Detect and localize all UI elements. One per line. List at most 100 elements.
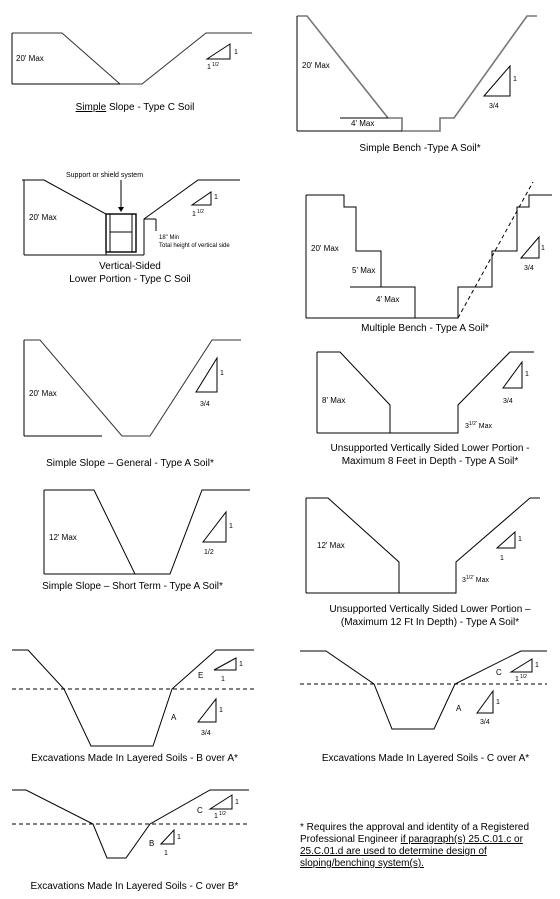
caption-simple-slope-c: Simple Slope - Type C Soil xyxy=(50,101,220,114)
run-top-label: 1 xyxy=(515,676,519,683)
run-label: 3/4 xyxy=(524,265,534,272)
trench-profile-right xyxy=(143,179,240,255)
caption-multiple-bench-a: Multiple Bench - Type A Soil* xyxy=(361,323,489,334)
vertical-label: 31/2' Max xyxy=(462,575,489,584)
depth-label: 20' Max xyxy=(16,54,44,63)
caption-vertical-sided-c: Vertical-Sided Lower Portion - Type C Soi… xyxy=(40,260,220,286)
slope-ratio-triangle xyxy=(201,510,227,543)
diagram-simple-bench-a: 20' Max 4' Max 1 3/4 xyxy=(296,15,537,132)
rise-label: 1 xyxy=(234,49,238,56)
vertical-label: 31/2' Max xyxy=(465,421,492,430)
layer-top-label: C xyxy=(197,806,203,815)
caption-line-2: Maximum 8 Feet in Depth - Type A Soil* xyxy=(341,456,519,467)
run-top-sup-label: 1/2 xyxy=(219,811,226,817)
trench-profile xyxy=(24,339,241,437)
run-label: 1/2 xyxy=(204,549,214,556)
layer-bottom-label: A xyxy=(171,713,177,722)
caption-line-2: (Maximum 12 Ft In Depth) - Type A Soil* xyxy=(340,617,520,628)
rise-bottom-label: 1 xyxy=(177,834,181,841)
trench-profile xyxy=(300,650,547,730)
depth-label: 20' Max xyxy=(29,213,57,222)
trench-profile xyxy=(12,32,252,85)
rise-top-label: 1 xyxy=(535,662,539,669)
trench-profile xyxy=(12,649,254,747)
diagram-unsupported-8ft-a: 8' Max 31/2' Max 1 3/4 xyxy=(316,351,534,434)
diagram-layered-c-over-a: C 1 1 1/2 A 1 3/4 xyxy=(300,650,547,730)
run-label: 1 xyxy=(500,555,504,562)
step-label: 5' Max xyxy=(352,266,375,275)
slope-ratio-triangle xyxy=(482,64,511,97)
run-bottom-label: 1 xyxy=(164,850,168,857)
depth-label: 12' Max xyxy=(49,533,77,542)
slope-guide-dashed xyxy=(457,181,534,319)
diagram-layered-c-over-b: C 1 1 1/2 B 1 1 xyxy=(12,789,249,859)
run-label: 3/4 xyxy=(489,103,499,110)
rise-label: 1 xyxy=(525,371,529,378)
shield-system-box xyxy=(105,213,137,253)
trench-profile xyxy=(297,15,537,132)
caption-line-1: Unsupported Vertically Sided Lower Porti… xyxy=(329,604,531,615)
rise-label: 1 xyxy=(518,536,522,543)
diagram-multiple-bench-a: 20' Max 5' Max 4' Max 1 3/4 xyxy=(305,181,552,319)
run-label: 1 xyxy=(192,211,196,218)
bench-label: 4' Max xyxy=(351,119,374,128)
rise-label: 1 xyxy=(214,194,218,201)
rise-label: 1 xyxy=(220,370,224,377)
depth-label: 8' Max xyxy=(322,396,345,405)
slope-ratio-triangle-top xyxy=(208,794,233,810)
diagram-simple-slope-c: 20' Max 1 1 1/2 xyxy=(11,32,252,85)
diagram-unsupported-12ft-a: 12' Max 31/2' Max 1 1 xyxy=(305,497,540,594)
caption-unsupported-12ft-a: Unsupported Vertically Sided Lower Porti… xyxy=(305,603,555,629)
min-label: 18" Min xyxy=(159,235,179,241)
rise-label: 1 xyxy=(541,245,545,252)
rise-bottom-label: 1 xyxy=(496,699,500,706)
slope-ratio-triangle xyxy=(495,530,516,549)
caption-underlined-word: Simple xyxy=(75,102,107,113)
run-bottom-label: 3/4 xyxy=(480,719,490,726)
bench-label: 4' Max xyxy=(376,295,399,304)
trench-profile xyxy=(44,489,250,575)
slope-ratio-triangle xyxy=(195,356,218,393)
rise-top-label: 1 xyxy=(235,799,239,806)
slope-ratio-triangle-top xyxy=(509,658,533,673)
slope-ratio-triangle xyxy=(205,43,231,60)
caption-simple-slope-general-a: Simple Slope – General - Type A Soil* xyxy=(46,458,214,469)
caption-layered-b-over-a: Excavations Made In Layered Soils - B ov… xyxy=(31,753,238,764)
diagram-simple-slope-short-a: 12' Max 1 1/2 xyxy=(43,489,250,575)
note-lead: * Requires the approval and identity of … xyxy=(300,822,530,845)
diagram-simple-slope-general-a: 20' Max 1 3/4 xyxy=(23,339,241,437)
diagram-layered-b-over-a: E 1 1 A 1 3/4 xyxy=(12,649,254,747)
caption-layered-c-over-a: Excavations Made In Layered Soils - C ov… xyxy=(321,753,530,764)
slope-ratio-triangle xyxy=(190,191,212,206)
trench-profile xyxy=(317,351,534,434)
run-top-sup-label: 1/2 xyxy=(520,674,527,680)
rise-top-label: 1 xyxy=(239,661,243,668)
support-label: Support or shield system xyxy=(66,172,143,179)
run-label: 3/4 xyxy=(200,401,210,408)
depth-label: 12' Max xyxy=(317,541,345,550)
layer-bottom-label: B xyxy=(149,839,154,848)
slope-ratio-triangle xyxy=(502,360,523,389)
caption-line-1: Unsupported Vertically Sided Lower Porti… xyxy=(330,443,530,454)
layer-top-label: E xyxy=(198,671,203,680)
arrow-head xyxy=(118,207,124,212)
caption-rest: Slope - Type C Soil xyxy=(106,102,195,113)
layer-bottom-label: A xyxy=(456,704,462,713)
trench-profile xyxy=(306,497,540,594)
trench-profile xyxy=(12,789,249,859)
depth-label: 20' Max xyxy=(29,389,57,398)
run-bottom-label: 3/4 xyxy=(201,730,211,737)
rise-label: 1 xyxy=(513,76,517,83)
slope-ratio-triangle-top xyxy=(213,657,237,671)
caption-unsupported-8ft-a: Unsupported Vertically Sided Lower Porti… xyxy=(305,442,555,468)
caption-layered-c-over-b: Excavations Made In Layered Soils - C ov… xyxy=(30,881,239,892)
caption-simple-bench-a: Simple Bench -Type A Soil* xyxy=(359,143,481,154)
run-label: 1 xyxy=(207,64,211,71)
diagram-vertical-sided-c: 20' Max Support or shield system 18" Min… xyxy=(22,172,240,256)
caption-simple-slope-short-a: Simple Slope – Short Term - Type A Soil* xyxy=(42,581,223,592)
caption-line-1: Vertical-Sided xyxy=(99,261,161,272)
slope-ratio-triangle-bottom xyxy=(159,828,175,845)
engineer-approval-note: * Requires the approval and identity of … xyxy=(300,822,555,870)
layer-top-label: C xyxy=(496,668,502,677)
